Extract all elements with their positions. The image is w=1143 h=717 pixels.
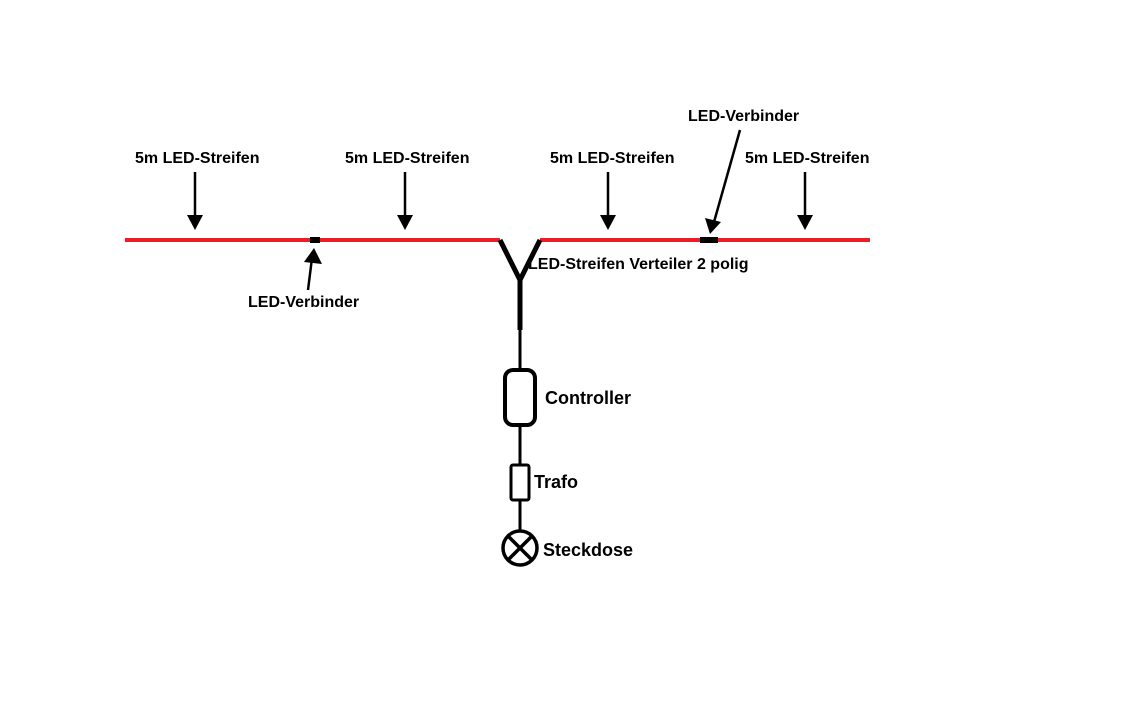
arrow-strip2 bbox=[397, 172, 413, 230]
arrow-strip4 bbox=[797, 172, 813, 230]
label-strip2: 5m LED-Streifen bbox=[345, 150, 469, 168]
trafo-box bbox=[511, 465, 529, 500]
label-strip4: 5m LED-Streifen bbox=[745, 150, 869, 168]
label-strip3: 5m LED-Streifen bbox=[550, 150, 674, 168]
controller-box bbox=[505, 370, 535, 425]
arrow-verbinder-bottom bbox=[304, 248, 322, 290]
arrow-strip1 bbox=[187, 172, 203, 230]
splitter-left bbox=[500, 240, 520, 280]
label-splitter: LED-Streifen Verteiler 2 polig bbox=[528, 256, 749, 274]
label-trafo: Trafo bbox=[534, 472, 578, 493]
label-socket: Steckdose bbox=[543, 540, 633, 561]
label-controller: Controller bbox=[545, 388, 631, 409]
label-strip1: 5m LED-Streifen bbox=[135, 150, 259, 168]
label-verbinder-bottom: LED-Verbinder bbox=[248, 294, 359, 312]
arrow-strip3 bbox=[600, 172, 616, 230]
label-verbinder-top: LED-Verbinder bbox=[688, 108, 799, 126]
arrow-verbinder-top bbox=[705, 130, 740, 234]
diagram-canvas bbox=[0, 0, 1143, 717]
